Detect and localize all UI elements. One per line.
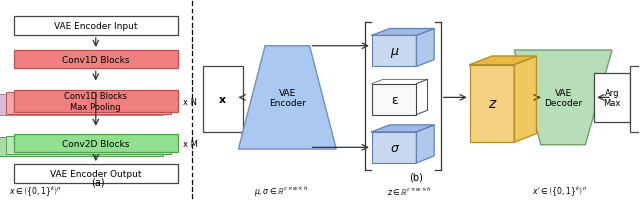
- Text: VAE
Decoder: VAE Decoder: [544, 88, 582, 108]
- FancyBboxPatch shape: [470, 65, 514, 142]
- FancyBboxPatch shape: [373, 84, 417, 116]
- Text: $x \in \left(\{0,1\}^k\right)^n$: $x \in \left(\{0,1\}^k\right)^n$: [9, 183, 61, 198]
- FancyBboxPatch shape: [13, 164, 178, 183]
- Text: x N: x N: [183, 98, 197, 107]
- Text: (a): (a): [91, 177, 104, 187]
- FancyBboxPatch shape: [13, 17, 178, 36]
- FancyBboxPatch shape: [372, 36, 417, 67]
- FancyBboxPatch shape: [6, 92, 170, 114]
- FancyBboxPatch shape: [13, 51, 178, 69]
- FancyBboxPatch shape: [0, 137, 163, 156]
- Text: x M: x M: [183, 140, 198, 149]
- Polygon shape: [470, 57, 536, 65]
- Polygon shape: [372, 125, 434, 132]
- FancyBboxPatch shape: [595, 74, 630, 122]
- Polygon shape: [417, 125, 434, 163]
- FancyBboxPatch shape: [630, 67, 640, 132]
- Text: $\mu, \sigma \in \mathbb{R}^{c\times w\times h}$: $\mu, \sigma \in \mathbb{R}^{c\times w\t…: [254, 183, 309, 198]
- Text: (b): (b): [410, 172, 423, 182]
- Polygon shape: [514, 51, 612, 145]
- Polygon shape: [417, 29, 434, 67]
- FancyBboxPatch shape: [13, 134, 178, 153]
- Polygon shape: [514, 57, 536, 142]
- Text: Arg
Max: Arg Max: [604, 88, 621, 108]
- Polygon shape: [238, 47, 336, 149]
- FancyBboxPatch shape: [0, 94, 163, 116]
- Polygon shape: [372, 29, 434, 36]
- FancyBboxPatch shape: [203, 67, 243, 132]
- FancyBboxPatch shape: [6, 136, 170, 154]
- Text: Conv1D Blocks: Conv1D Blocks: [62, 55, 129, 64]
- Text: σ: σ: [390, 141, 398, 154]
- Text: VAE Encoder Output: VAE Encoder Output: [50, 169, 141, 178]
- Text: z: z: [488, 97, 495, 111]
- Text: $x' \in \left(\{0,1\}^k\right)^n$: $x' \in \left(\{0,1\}^k\right)^n$: [532, 183, 588, 198]
- Text: μ: μ: [390, 45, 398, 58]
- FancyBboxPatch shape: [372, 84, 417, 115]
- Text: VAE
Encoder: VAE Encoder: [269, 88, 306, 108]
- Text: Conv1D Blocks
Max Pooling: Conv1D Blocks Max Pooling: [64, 92, 127, 111]
- FancyBboxPatch shape: [13, 91, 178, 112]
- Text: $z \in \mathbb{R}^{c\times w\times h}$: $z \in \mathbb{R}^{c\times w\times h}$: [387, 184, 432, 197]
- Text: Conv2D Blocks: Conv2D Blocks: [62, 139, 129, 148]
- Text: VAE Encoder Input: VAE Encoder Input: [54, 22, 138, 31]
- Text: x: x: [220, 95, 227, 105]
- FancyBboxPatch shape: [372, 132, 417, 163]
- Text: ε: ε: [391, 93, 397, 106]
